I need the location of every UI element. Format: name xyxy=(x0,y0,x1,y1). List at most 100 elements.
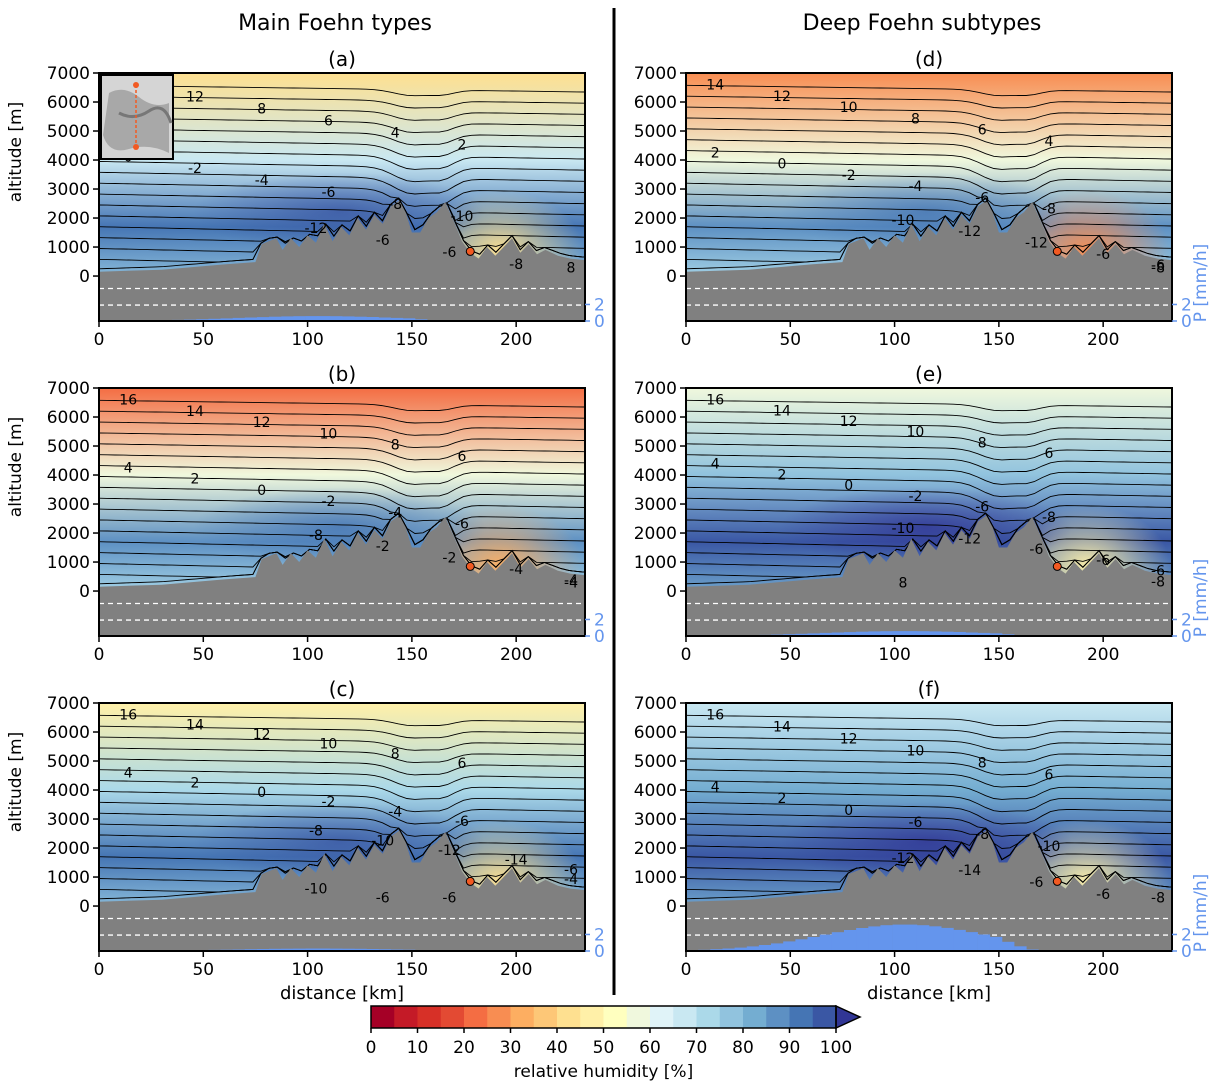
precip-bar xyxy=(771,943,784,951)
precip-bar xyxy=(880,631,893,636)
precip-bar xyxy=(880,925,893,951)
panel-label: (c) xyxy=(329,677,356,701)
x-tick-label: 50 xyxy=(779,330,801,350)
precip-bar xyxy=(819,632,833,636)
colorbar-bin xyxy=(789,1006,814,1028)
x-axis-label: distance [km] xyxy=(867,983,991,1004)
colorbar-bin xyxy=(487,1006,511,1028)
contour-label: 8 xyxy=(978,755,987,771)
x-tick-label: 200 xyxy=(1087,645,1119,665)
precip-tick-label: 0 xyxy=(1181,312,1192,332)
contour-label: -6 xyxy=(1029,542,1043,558)
precip-bar xyxy=(795,939,808,951)
contour-label: -2 xyxy=(376,539,390,555)
precip-bar xyxy=(868,631,881,636)
precip-bar xyxy=(366,317,379,321)
contour-label: 12 xyxy=(773,89,791,105)
contour-label: -6 xyxy=(442,890,456,906)
contour-label: -4 xyxy=(564,573,578,589)
contour-label: 14 xyxy=(773,720,791,736)
contour-label: 8 xyxy=(257,101,266,117)
plot-frame xyxy=(685,702,1173,952)
x-tick-label: 0 xyxy=(94,645,105,665)
y-tick-label: 4000 xyxy=(47,781,90,801)
contour-label: 4 xyxy=(124,460,133,476)
precip-bar xyxy=(402,318,416,321)
colorbar-bin xyxy=(557,1006,581,1028)
contour-label: -8 xyxy=(309,824,323,840)
contour-label: -6 xyxy=(1096,887,1110,903)
y-tick-label: 4000 xyxy=(47,466,90,486)
y-tick-label: 6000 xyxy=(634,408,677,428)
isentrope-lines xyxy=(685,84,1173,270)
precip-bar xyxy=(929,631,942,636)
y-tick-label: 1000 xyxy=(47,553,90,573)
x-tick-label: 200 xyxy=(500,645,532,665)
precip-bar xyxy=(269,948,282,951)
y-tick-label: 5000 xyxy=(47,122,90,142)
y-tick-label: 7000 xyxy=(47,379,90,399)
precip-bar xyxy=(795,633,808,636)
contour-label: -12 xyxy=(304,221,327,237)
y-tick-label: 7000 xyxy=(634,694,677,714)
contour-label: -4 xyxy=(908,179,922,195)
contour-label: -8 xyxy=(1151,574,1165,590)
contour-label: 8 xyxy=(978,435,987,451)
precip-bar xyxy=(390,317,404,321)
panel-label: (b) xyxy=(328,362,356,386)
y-tick-label: 5000 xyxy=(634,752,677,772)
contour-label: 10 xyxy=(907,743,925,759)
y-tick-label: 2000 xyxy=(634,524,677,544)
colorbar-tick-label: 10 xyxy=(407,1038,429,1058)
contour-label: -6 xyxy=(975,190,989,206)
contour-label: 8 xyxy=(911,111,920,127)
precip-bar xyxy=(868,926,881,951)
contour-label: 2 xyxy=(777,791,786,807)
contour-label: -4 xyxy=(509,562,523,578)
contour-label: -10 xyxy=(891,521,914,537)
contour-label: 16 xyxy=(706,393,724,409)
precip-bar xyxy=(342,948,355,951)
x-tick-label: 50 xyxy=(779,645,801,665)
contour-label: 14 xyxy=(706,78,724,94)
colorbar-label: relative humidity [%] xyxy=(514,1062,693,1082)
precip-axis-label: P [mm/h] xyxy=(1191,874,1211,953)
station-marker xyxy=(465,246,475,256)
colorbar-bin xyxy=(440,1006,465,1028)
precip-bar xyxy=(281,948,294,951)
colorbar-tick-label: 50 xyxy=(593,1038,615,1058)
y-tick-label: 1000 xyxy=(634,868,677,888)
y-tick-label: 1000 xyxy=(47,238,90,258)
panel-label: (a) xyxy=(328,47,356,71)
contour-label: -12 xyxy=(958,224,981,240)
x-tick-label: 150 xyxy=(983,645,1015,665)
y-tick-label: 2000 xyxy=(47,209,90,229)
precip-axis-label: P [mm/h] xyxy=(1191,244,1211,323)
y-tick-label: 6000 xyxy=(47,408,90,428)
contour-labels: 1614121086420-2-4-6-8-10-12-14-6-4-10-6-… xyxy=(119,708,578,907)
colorbar-bin xyxy=(673,1006,697,1028)
x-tick-label: 150 xyxy=(983,960,1015,980)
contour-label: 12 xyxy=(840,414,858,430)
precip-bar xyxy=(232,317,246,321)
y-tick-label: 3000 xyxy=(47,810,90,830)
moist-core xyxy=(779,802,1072,883)
precip-axis-label: P [mm/h] xyxy=(1191,559,1211,638)
precip-bar xyxy=(722,948,735,951)
precip-tick-label: 0 xyxy=(1181,627,1192,647)
contour-label: 2 xyxy=(190,472,199,488)
contour-label: 8 xyxy=(391,438,400,454)
contour-label: 16 xyxy=(119,708,137,724)
contour-label: -6 xyxy=(455,814,469,830)
y-tick-label: 3000 xyxy=(47,495,90,515)
contour-label: -14 xyxy=(505,853,528,869)
contour-label: 10 xyxy=(907,425,925,441)
contour-label: 8 xyxy=(391,746,400,762)
y-tick-label: 3000 xyxy=(634,495,677,515)
precip-bar xyxy=(758,945,772,951)
moist-core xyxy=(779,172,1072,253)
contour-label: -2 xyxy=(188,161,202,177)
y-tick-label: 4000 xyxy=(634,151,677,171)
plot-frame xyxy=(685,72,1173,322)
